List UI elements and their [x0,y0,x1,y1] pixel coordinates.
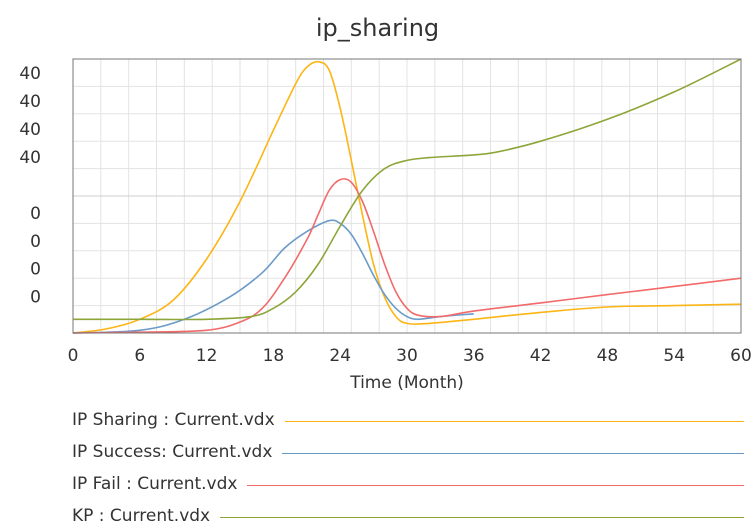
legend: IP Sharing : Current.vdx IP Success: Curr… [72,404,744,532]
y-tick-label: 0 [30,260,41,280]
legend-swatch-line [284,420,744,422]
x-tick-label: 12 [196,346,218,366]
y-tick-label: 0 [30,232,41,252]
x-tick-label: 24 [329,346,351,366]
grid [73,59,741,333]
series-line-kp [73,58,742,321]
chart-title: ip_sharing [315,14,440,42]
x-tick-label: 0 [68,346,79,366]
legend-label: IP Fail : Current.vdx [72,474,238,494]
legend-label: IP Sharing : Current.vdx [72,410,275,430]
legend-label: KP : Current.vdx [72,506,211,526]
x-tick-label: 48 [597,346,619,366]
x-tick-label: 6 [134,346,145,366]
y-tick-label: 40 [19,148,41,168]
series-line-ip-success [72,219,474,334]
x-tick-label: 42 [530,346,552,366]
x-tick-labels: 0 6 12 18 24 30 36 42 48 54 60 [68,346,752,366]
y-tick-label: 40 [19,120,41,140]
y-tick-label: 40 [19,64,41,84]
legend-item-ip-fail: IP Fail : Current.vdx [72,468,744,500]
legend-swatch-line [247,484,744,486]
x-tick-label: 36 [463,346,485,366]
x-axis-label: Time (Month) [349,373,464,393]
legend-swatch-line [220,516,744,518]
x-tick-label: 54 [663,346,685,366]
legend-item-kp: KP : Current.vdx [72,500,744,532]
y-tick-labels: 40 40 40 40 0 0 0 0 [19,64,41,308]
legend-item-ip-sharing: IP Sharing : Current.vdx [72,404,744,436]
x-tick-label: 60 [730,346,752,366]
x-tick-label: 30 [396,346,418,366]
y-tick-label: 0 [30,204,41,224]
series-lines [72,58,742,334]
line-chart: 40 40 40 40 0 0 0 0 0 6 12 18 24 30 36 42 48 54 60 Time (… [19,58,752,393]
series-line-ip-sharing [72,60,742,334]
y-tick-label: 0 [30,288,41,308]
plot-frame [72,58,742,334]
x-tick-label: 18 [263,346,285,366]
legend-label: IP Success: Current.vdx [72,442,273,462]
legend-item-ip-success: IP Success: Current.vdx [72,436,744,468]
legend-swatch-line [282,452,744,454]
y-tick-label: 40 [19,92,41,112]
